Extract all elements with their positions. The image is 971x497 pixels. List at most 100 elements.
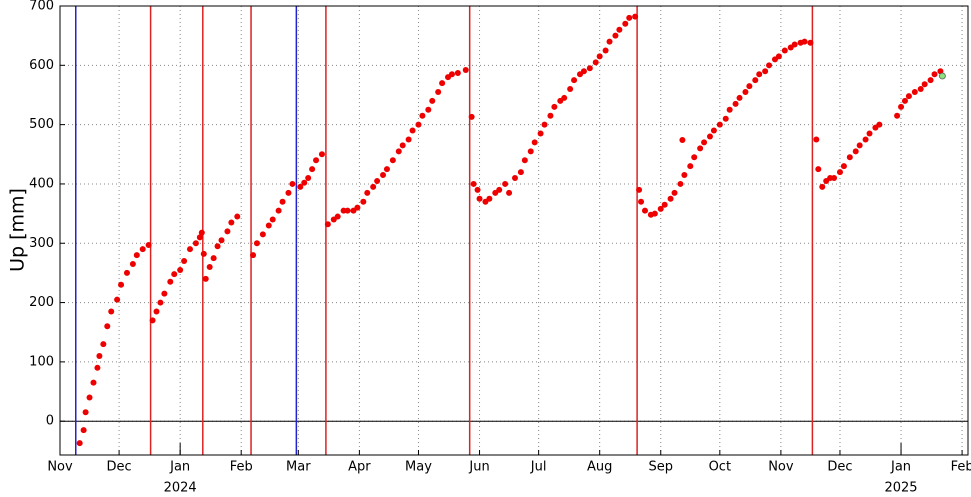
data-point <box>202 275 209 282</box>
data-point <box>145 242 152 249</box>
data-point <box>517 169 524 176</box>
y-tick-label: 500 <box>29 117 54 132</box>
data-point <box>917 86 924 93</box>
data-point <box>722 115 729 122</box>
data-point <box>439 80 446 87</box>
data-point <box>541 121 548 128</box>
data-point <box>118 281 125 288</box>
data-point <box>856 142 863 149</box>
data-point <box>561 94 568 101</box>
data-point <box>775 53 782 60</box>
data-point <box>435 89 442 96</box>
data-point <box>305 175 312 182</box>
data-point <box>905 93 912 100</box>
x-tick-label: Apr <box>348 460 371 475</box>
data-point <box>901 97 908 104</box>
data-point <box>736 94 743 101</box>
x-tick-label: May <box>405 460 432 475</box>
data-point <box>527 148 534 155</box>
data-point <box>157 299 164 306</box>
data-point <box>911 89 918 96</box>
data-point <box>297 183 304 190</box>
data-point <box>580 68 587 75</box>
data-point <box>318 151 325 158</box>
x-tick-label: Jan <box>169 460 190 475</box>
data-point <box>90 379 97 386</box>
data-point <box>395 148 402 155</box>
data-point <box>265 222 272 229</box>
data-point <box>313 157 320 164</box>
data-point <box>632 13 639 20</box>
data-point <box>732 100 739 107</box>
data-point <box>94 364 101 371</box>
x-tick-label: Nov <box>47 460 73 475</box>
data-point <box>228 219 235 226</box>
data-point <box>186 246 193 253</box>
y-tick-label: 100 <box>29 354 54 369</box>
data-point <box>756 71 763 78</box>
data-point <box>836 169 843 176</box>
data-point <box>383 166 390 173</box>
data-point <box>171 271 178 278</box>
data-point <box>636 186 643 193</box>
data-point <box>409 127 416 134</box>
data-point <box>360 198 367 205</box>
data-point <box>334 213 341 220</box>
data-point <box>762 68 769 75</box>
data-point <box>551 103 558 110</box>
data-point <box>405 136 412 143</box>
data-point <box>224 228 231 235</box>
data-point <box>807 39 814 46</box>
data-point <box>309 166 316 173</box>
x-tick-label: Sep <box>648 460 673 475</box>
data-point <box>259 231 266 238</box>
x-tick-label: Jan <box>890 460 911 475</box>
data-point <box>921 81 928 88</box>
data-point <box>852 148 859 155</box>
data-point <box>876 121 883 128</box>
data-point <box>616 26 623 33</box>
data-point <box>716 121 723 128</box>
x-tick-label: Oct <box>709 460 731 475</box>
data-point <box>419 112 426 119</box>
data-point <box>399 142 406 149</box>
data-point <box>354 204 361 211</box>
x-tick-label: Dec <box>827 460 852 475</box>
data-point <box>781 47 788 54</box>
data-point <box>82 409 89 416</box>
data-point <box>200 250 207 257</box>
x-tick-label: Mar <box>286 460 311 475</box>
x-tick-label: Jun <box>468 460 489 475</box>
data-point <box>612 32 619 39</box>
data-point <box>301 179 308 186</box>
data-point <box>468 113 475 120</box>
data-point <box>454 70 461 77</box>
data-point <box>752 77 759 84</box>
y-tick-label: 200 <box>29 295 54 310</box>
data-point <box>586 65 593 72</box>
y-tick-label: 0 <box>46 414 54 429</box>
data-point <box>710 127 717 134</box>
data-point <box>537 130 544 137</box>
data-point <box>177 266 184 273</box>
data-point <box>234 213 241 220</box>
data-point <box>831 175 838 182</box>
data-point <box>927 77 934 84</box>
data-point <box>285 189 292 196</box>
data-point <box>521 157 528 164</box>
data-point <box>596 53 603 60</box>
data-point <box>742 89 749 96</box>
data-point <box>667 195 674 202</box>
x-tick-label: Dec <box>107 460 132 475</box>
data-point <box>651 210 658 217</box>
data-point <box>218 237 225 244</box>
data-point <box>470 180 477 187</box>
data-point <box>641 207 648 214</box>
data-point <box>486 195 493 202</box>
data-point <box>133 252 140 259</box>
data-point <box>726 106 733 113</box>
x-tick-label: Feb <box>951 460 971 475</box>
data-point <box>153 308 160 315</box>
data-point <box>677 180 684 187</box>
data-point <box>571 77 578 84</box>
